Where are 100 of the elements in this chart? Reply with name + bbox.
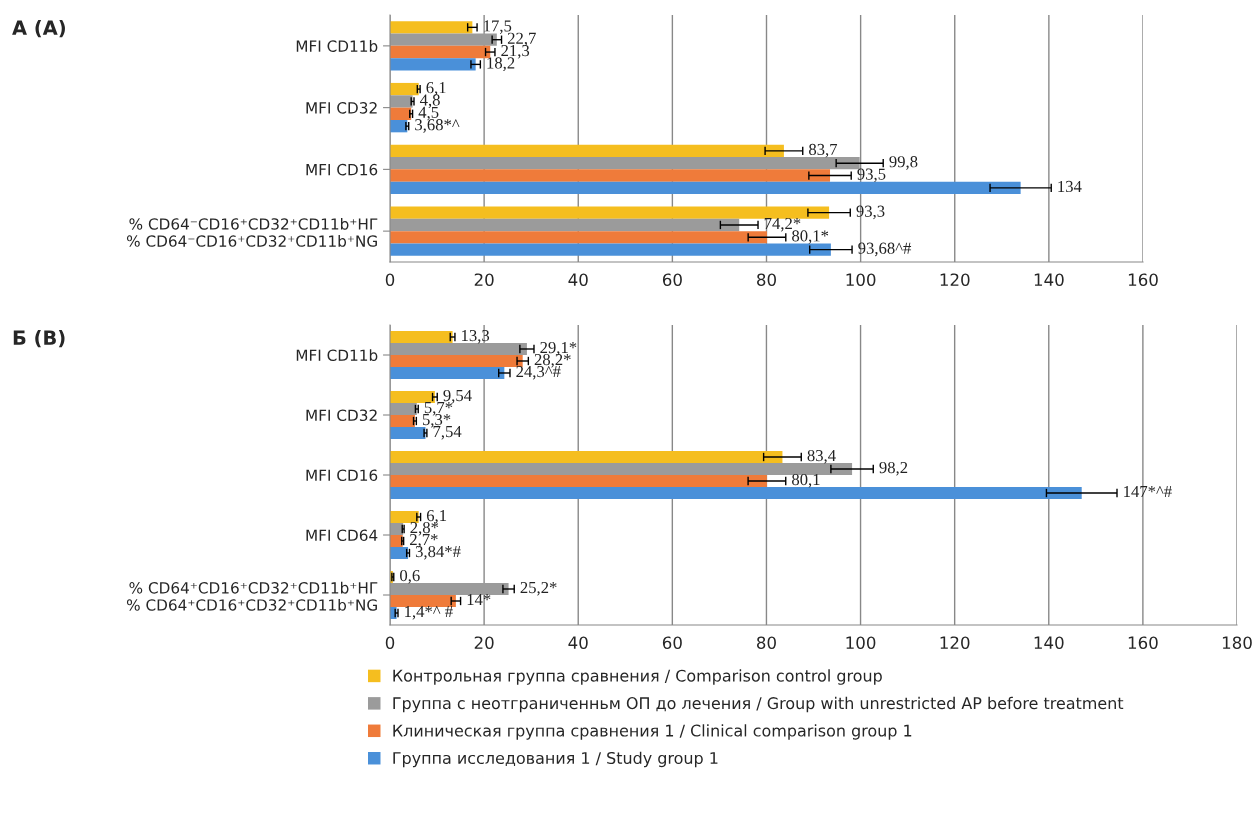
bar — [390, 463, 853, 475]
bar — [390, 391, 435, 403]
x-tick-label: 40 — [568, 636, 588, 650]
bar — [390, 45, 491, 59]
y-tick-label: MFI CD32 — [306, 102, 377, 114]
x-tick-label: 60 — [662, 636, 682, 650]
bar — [390, 427, 426, 439]
data-label: 4,8 — [419, 94, 440, 109]
data-label: 22,7 — [507, 32, 536, 47]
x-tick-label: 20 — [474, 273, 494, 287]
y-tick-label: % CD64⁻CD16⁺CD32⁺CD11b⁺НГ % CD64⁻CD16⁺CD32⁺CD11b⁺NG — [126, 217, 378, 247]
bar — [390, 95, 413, 108]
bar — [390, 487, 1082, 499]
data-label: 4,5 — [418, 106, 439, 121]
bar — [390, 583, 509, 595]
data-label: 0,6 — [400, 569, 420, 584]
x-tick-label: 80 — [757, 273, 776, 287]
bar — [390, 451, 783, 463]
bar — [390, 403, 417, 415]
bar — [390, 169, 831, 182]
bar — [390, 82, 419, 96]
data-label: 80,1* — [792, 230, 829, 244]
data-label: 93,5 — [857, 168, 886, 183]
x-tick-label: 160 — [1128, 636, 1158, 650]
legend-label: Группа исследования 1 / Study group 1 — [393, 751, 718, 768]
data-label: 5,3* — [422, 413, 451, 428]
data-label: 98,2 — [879, 461, 908, 476]
data-label: 5,7* — [424, 402, 453, 416]
data-label: 3,84*# — [415, 545, 461, 560]
x-tick-label: 40 — [568, 273, 588, 287]
data-label: 6,1 — [426, 509, 447, 524]
data-label: 134 — [1058, 180, 1082, 193]
bar — [390, 206, 830, 219]
bar — [390, 415, 415, 427]
data-label: 83,4 — [807, 449, 836, 464]
bar — [390, 107, 412, 120]
x-tick-label: 180 — [1222, 636, 1252, 650]
legend-label: Контрольная группа сравнения / Comparison control group — [393, 669, 882, 685]
data-label: 74,2* — [764, 217, 801, 232]
bar — [390, 475, 767, 487]
data-label: 9,54 — [443, 389, 472, 404]
bar — [390, 33, 497, 46]
data-label: 2,7* — [410, 533, 438, 548]
bar — [390, 58, 476, 71]
data-label: 28,2* — [534, 353, 571, 368]
data-label: 21,3 — [501, 45, 530, 59]
data-label: 93,68^# — [858, 242, 912, 257]
bar — [390, 331, 453, 343]
data-label: 93,3 — [856, 205, 885, 220]
data-label: 29,1* — [540, 341, 577, 356]
legend-label: Клиническая группа сравнения 1 / Clinical comparison group 1 — [393, 724, 912, 740]
bar — [390, 523, 404, 535]
y-tick-label: MFI CD11b — [296, 349, 378, 362]
bar — [390, 231, 767, 244]
x-tick-label: 80 — [756, 636, 776, 650]
x-tick-label: 140 — [1034, 273, 1064, 287]
x-tick-label: 100 — [846, 636, 876, 650]
data-label: 83,7 — [809, 143, 838, 158]
data-label: 6,1 — [426, 82, 446, 96]
y-tick-label: MFI CD64 — [306, 529, 378, 542]
x-tick-label: 0 — [385, 636, 395, 650]
data-label: 17,5 — [484, 20, 512, 34]
x-tick-label: 120 — [940, 273, 970, 287]
x-tick-label: 0 — [385, 273, 395, 287]
data-label: 80,1 — [792, 473, 820, 488]
bar — [390, 547, 409, 559]
y-tick-label: MFI CD11b — [296, 40, 378, 52]
bar — [390, 243, 831, 256]
x-tick-label: 140 — [1034, 636, 1064, 650]
bar — [390, 511, 419, 523]
text: Б (B) — [13, 330, 65, 348]
data-label: 147*^# — [1124, 486, 1172, 498]
x-tick-label: 120 — [940, 636, 970, 650]
x-tick-label: 20 — [474, 636, 494, 650]
data-label: 25,2* — [520, 581, 557, 596]
y-tick-label: MFI CD16 — [306, 469, 378, 482]
data-label: 2,8* — [410, 521, 439, 536]
x-tick-label: 60 — [662, 273, 682, 287]
text: А (A) — [12, 20, 65, 38]
data-label: 18,2 — [487, 57, 515, 71]
bar — [390, 535, 403, 547]
data-label: 7,54 — [433, 426, 462, 440]
y-tick-label: % CD64⁺CD16⁺CD32⁺CD11b⁺НГ % CD64⁺CD16⁺CD32⁺CD11b⁺NG — [126, 581, 378, 611]
bar — [390, 218, 740, 232]
bar — [390, 367, 505, 379]
bar — [390, 343, 527, 355]
data-label: 3,68*^ — [415, 119, 460, 133]
data-label: 24,3^# — [516, 365, 561, 380]
x-tick-label: 160 — [1128, 273, 1158, 287]
data-label: 14* — [467, 594, 491, 606]
bar — [390, 355, 523, 367]
y-tick-label: MFI CD32 — [306, 409, 377, 422]
bar — [390, 181, 1021, 195]
data-label: 13,3 — [462, 329, 490, 344]
data-label: 1,4*^ # — [405, 606, 453, 620]
bar — [390, 144, 784, 158]
data-label: 99,8 — [889, 156, 918, 170]
y-tick-label: MFI CD16 — [306, 163, 378, 176]
x-tick-label: 100 — [846, 273, 876, 287]
bar — [390, 157, 860, 170]
